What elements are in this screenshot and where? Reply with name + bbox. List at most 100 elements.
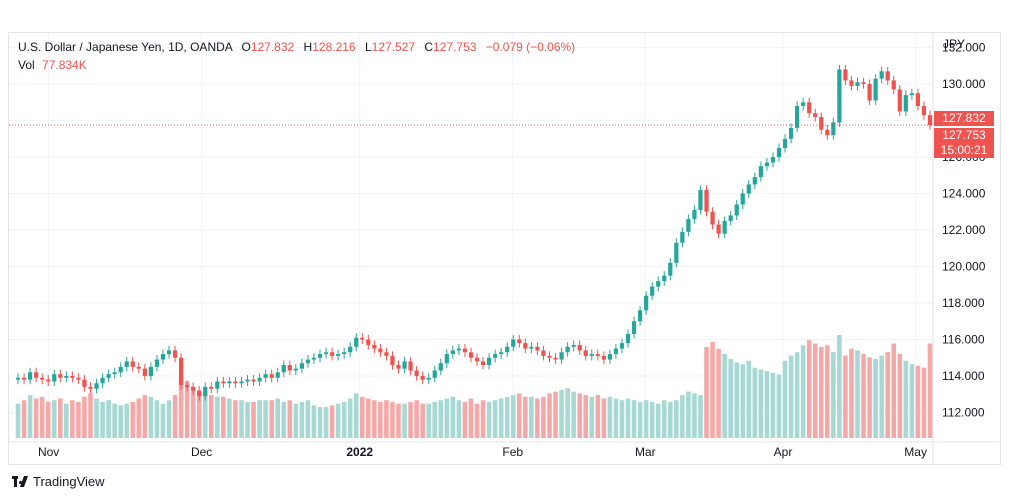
close-value: 127.753 <box>433 40 477 54</box>
volume-bar <box>420 403 425 438</box>
candle-body <box>849 80 854 86</box>
volume-bar <box>800 345 806 438</box>
candle-body <box>728 215 733 221</box>
volume-bar <box>661 400 667 438</box>
volume-bar <box>897 353 903 438</box>
candle-body <box>486 357 492 366</box>
candle-body <box>221 381 226 384</box>
candle-body <box>734 204 739 216</box>
candle-body <box>662 275 667 282</box>
volume-value: 77.834K <box>42 58 87 72</box>
volume-bar <box>601 398 607 438</box>
volume-bar <box>631 400 637 438</box>
volume-bar <box>51 400 57 438</box>
volume-bar <box>142 395 148 438</box>
volume-bar <box>106 400 111 438</box>
volume-bar <box>396 403 401 438</box>
candle-body <box>915 93 921 106</box>
candle-body <box>631 321 637 335</box>
volume-bar <box>758 369 764 438</box>
volume-bar <box>124 403 130 438</box>
candle-body <box>770 157 776 163</box>
volume-bar <box>293 403 299 438</box>
candle-body <box>480 361 486 366</box>
last-price-value: 127.753 <box>942 128 986 142</box>
candle-body <box>861 82 866 85</box>
candle-body <box>462 348 468 353</box>
volume-bar <box>33 398 39 438</box>
volume-bar <box>172 395 178 438</box>
volume-bar <box>523 396 528 438</box>
volume-bar <box>353 393 359 438</box>
candle-body <box>650 286 655 296</box>
candle-body <box>637 310 643 322</box>
volume-bar <box>82 396 87 438</box>
candle-body <box>64 375 69 378</box>
candle-body <box>716 224 721 234</box>
y-tick-label: 118.000 <box>942 296 985 310</box>
candle-body <box>197 390 202 397</box>
candle-body <box>148 366 154 376</box>
volume-bar <box>118 405 123 438</box>
volume-label[interactable]: Vol <box>18 58 35 72</box>
volume-bar <box>891 343 897 438</box>
candle-body <box>547 355 552 358</box>
candle-body <box>644 295 649 311</box>
candle-body <box>505 346 510 353</box>
candle-body <box>293 368 298 371</box>
last-price-tag: 127.753 15:00:21 <box>934 128 994 158</box>
volume-bar <box>927 343 933 438</box>
candle-body <box>686 219 691 232</box>
volume-bar <box>341 401 347 438</box>
volume-bar <box>788 355 794 438</box>
candle-body <box>160 354 166 360</box>
candle-body <box>788 127 794 139</box>
volume-bar <box>480 400 486 438</box>
candle-body <box>408 361 413 371</box>
high-value: 128.216 <box>312 40 356 54</box>
volume-bar <box>45 401 51 438</box>
currency-label: JPY <box>943 37 966 51</box>
candle-body <box>233 381 238 384</box>
symbol-name[interactable]: U.S. Dollar / Japanese Yen, 1D, OANDA <box>18 40 233 54</box>
volume-bar <box>698 395 703 438</box>
volume-bar <box>921 367 927 438</box>
candle-body <box>191 386 196 391</box>
volume-bar <box>408 401 413 438</box>
volume-bar <box>432 401 438 438</box>
volume-bar <box>486 401 492 438</box>
candle-body <box>414 370 419 376</box>
candle-body <box>493 354 498 358</box>
chart-legend: U.S. Dollar / Japanese Yen, 1D, OANDA O1… <box>18 38 575 74</box>
volume-bar <box>263 400 268 438</box>
candle-body <box>305 359 311 364</box>
candle-body <box>837 69 842 123</box>
candle-body <box>589 354 594 356</box>
candle-body <box>112 372 117 375</box>
volume-bar <box>740 364 746 438</box>
candle-body <box>782 138 788 148</box>
candle-body <box>335 354 341 356</box>
volume-bar <box>347 398 353 438</box>
legend-ohlc-row: U.S. Dollar / Japanese Yen, 1D, OANDA O1… <box>18 38 575 56</box>
volume-bar <box>58 398 63 438</box>
candle-body <box>668 262 673 276</box>
volume-bar <box>196 391 202 438</box>
candle-body <box>384 352 389 356</box>
y-tick-label: 116.000 <box>942 332 985 346</box>
candle-body <box>185 385 190 387</box>
volume-bar <box>27 395 33 438</box>
x-tick-label: Nov <box>38 445 59 459</box>
candle-body <box>704 189 709 212</box>
candle-body <box>523 343 528 349</box>
tradingview-attribution[interactable]: TradingView <box>12 474 105 489</box>
volume-bar <box>825 345 830 438</box>
volume-bar <box>372 400 377 438</box>
volume-bar <box>112 403 117 438</box>
volume-bar <box>510 395 516 438</box>
candle-body <box>553 357 558 360</box>
x-tick-label: May <box>904 445 927 459</box>
candle-body <box>58 374 63 378</box>
candle-body <box>613 348 619 355</box>
